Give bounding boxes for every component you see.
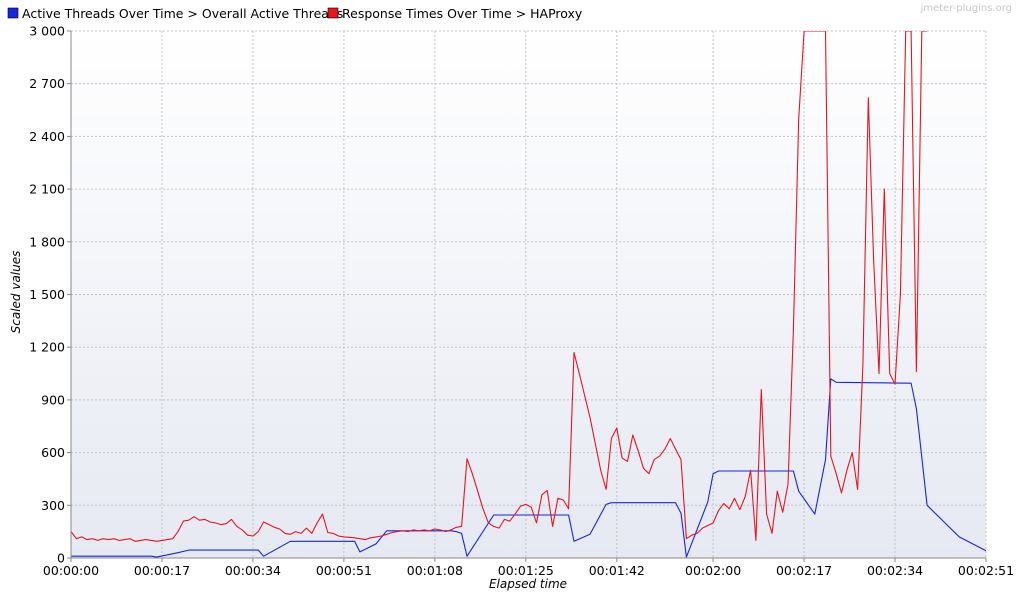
y-tick-label: 600 <box>41 445 65 460</box>
legend-swatch-threads <box>7 7 19 19</box>
legend-swatch-response <box>327 7 339 19</box>
x-tick-label: 00:01:42 <box>589 563 645 578</box>
y-tick-labels: 0 300 600 900 1 200 1 500 1 800 2 100 2 400 2 700… <box>29 24 71 566</box>
y-tick-label: 3 000 <box>29 24 65 39</box>
x-tick-label: 00:01:08 <box>407 563 463 578</box>
grid-lines <box>71 30 987 558</box>
x-axis-title: Elapsed time <box>489 577 567 591</box>
series-line-threads <box>71 378 986 558</box>
x-tick-label: 00:02:34 <box>867 563 923 578</box>
x-tick-label: 00:00:34 <box>225 563 281 578</box>
x-tick-label: 00:02:51 <box>958 563 1014 578</box>
y-tick-label: 300 <box>41 498 65 513</box>
x-tick-label: 00:02:00 <box>685 563 741 578</box>
y-tick-label: 2 700 <box>29 76 65 91</box>
series-line-response <box>71 31 928 542</box>
series-layer <box>71 31 986 558</box>
y-tick-label: 900 <box>41 392 65 407</box>
y-tick-label: 1 800 <box>29 234 65 249</box>
y-tick-label: 0 <box>57 551 65 566</box>
legend-label-response: Response Times Over Time > HAProxy <box>342 6 583 21</box>
legend-item-threads: Active Threads Over Time > Overall Activ… <box>7 6 343 21</box>
legend: Active Threads Over Time > Overall Activ… <box>7 6 583 21</box>
y-tick-label: 2 100 <box>29 182 65 197</box>
y-tick-label: 1 200 <box>29 340 65 355</box>
x-tick-label: 00:00:17 <box>134 563 190 578</box>
y-tick-label: 1 500 <box>29 287 65 302</box>
x-tick-label: 00:02:17 <box>776 563 832 578</box>
x-tick-labels: 00:00:00 00:00:17 00:00:34 00:00:51 00:01:08… <box>43 558 1014 578</box>
watermark-text: jmeter-plugins.org <box>919 3 1012 14</box>
x-tick-label: 00:00:51 <box>316 563 372 578</box>
y-tick-label: 2 400 <box>29 129 65 144</box>
legend-item-response: Response Times Over Time > HAProxy <box>327 6 583 21</box>
legend-label-threads: Active Threads Over Time > Overall Activ… <box>22 6 343 21</box>
x-tick-label: 00:00:00 <box>43 563 99 578</box>
y-axis-title: Scaled values <box>9 251 23 334</box>
x-tick-label: 00:01:25 <box>498 563 554 578</box>
